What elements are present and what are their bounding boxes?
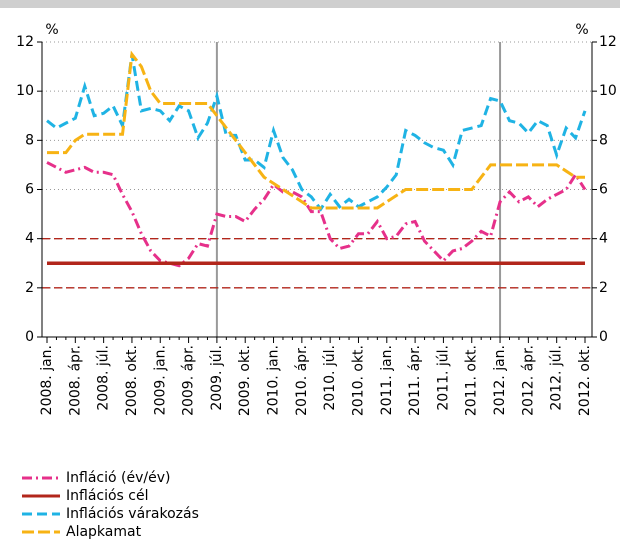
x-tick-label: 2009. júl.: [209, 345, 225, 411]
y2-tick-label: 10: [599, 83, 617, 99]
series-line: [47, 50, 585, 210]
y-tick-label: 8: [25, 132, 34, 148]
x-tick-label: 2008. júl.: [96, 345, 112, 411]
y-tick-label: 12: [16, 34, 34, 50]
legend-label: Infláció (év/év): [66, 470, 170, 486]
x-tick-label: 2009. jan.: [152, 345, 168, 415]
y2-unit: %: [575, 22, 588, 38]
x-tick-label: 2008. okt.: [124, 345, 140, 416]
x-tick-label: 2011. jan.: [379, 345, 395, 415]
x-tick-label: 2010. jan.: [266, 345, 282, 415]
y-tick-label: 6: [25, 182, 34, 198]
y2-tick-label: 0: [599, 329, 608, 345]
y2-tick-label: 6: [599, 182, 608, 198]
legend-label: Inflációs várakozás: [66, 506, 199, 522]
series-line: [46, 161, 587, 268]
y2-tick-label: 2: [599, 280, 608, 296]
y-tick-label: 4: [25, 231, 34, 247]
y2-tick-label: 12: [599, 34, 617, 50]
y2-tick-label: 8: [599, 132, 608, 148]
y-tick-label: 10: [16, 83, 34, 99]
legend-label: Alapkamat: [66, 524, 142, 540]
y2-tick-label: 4: [599, 231, 608, 247]
legend-label: Inflációs cél: [66, 488, 149, 504]
x-tick-label: 2011. okt.: [464, 345, 480, 416]
series-line: [46, 54, 587, 212]
x-tick-label: 2011. júl.: [435, 345, 451, 411]
x-tick-label: 2012. okt.: [577, 345, 593, 416]
x-tick-label: 2008. ápr.: [67, 345, 83, 416]
x-tick-label: 2012. jan.: [492, 345, 508, 415]
x-tick-label: 2009. ápr.: [181, 345, 197, 416]
x-tick-label: 2009. okt.: [237, 345, 253, 416]
x-tick-label: 2012. júl.: [549, 345, 565, 411]
x-tick-label: 2011. ápr.: [407, 345, 423, 416]
y-unit: %: [45, 22, 58, 38]
y-tick-label: 2: [25, 280, 34, 296]
y-tick-label: 0: [25, 329, 34, 345]
top-band: [0, 0, 620, 8]
x-tick-label: 2010. ápr.: [294, 345, 310, 416]
x-tick-label: 2010. júl.: [322, 345, 338, 411]
x-tick-label: 2008. jan.: [39, 345, 55, 415]
x-tick-label: 2012. ápr.: [520, 345, 536, 416]
x-tick-label: 2010. okt.: [350, 345, 366, 416]
